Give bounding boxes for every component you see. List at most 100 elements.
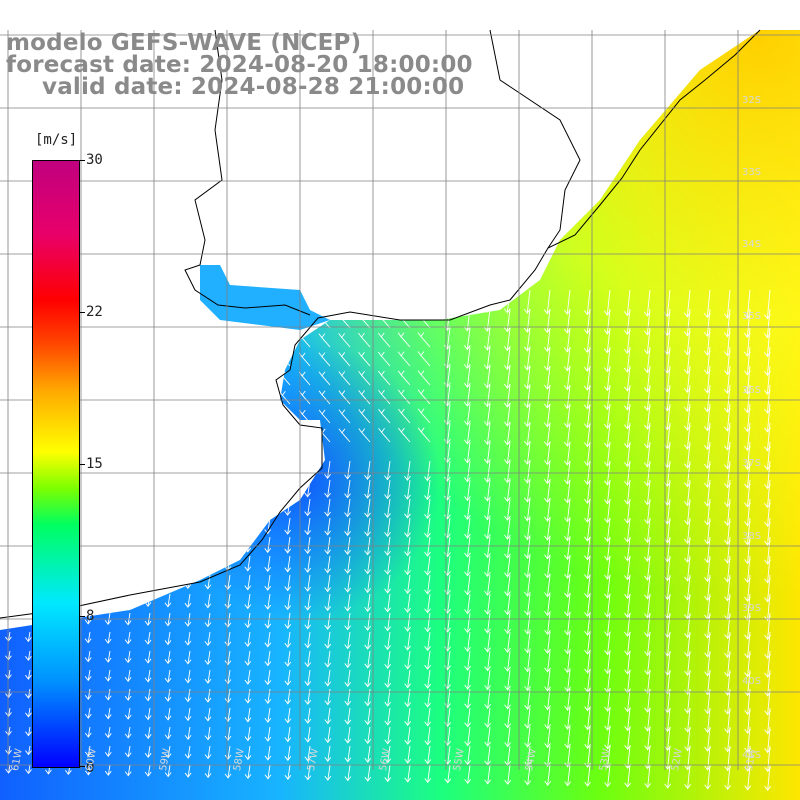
wind-arrow — [527, 764, 531, 785]
wind-arrow-head — [357, 275, 365, 281]
wind-arrow — [123, 301, 131, 310]
wind-arrow-head — [484, 496, 491, 502]
wind-arrow-head — [464, 514, 471, 520]
wind-arrow — [646, 308, 651, 335]
wind-arrow — [647, 669, 651, 694]
wind-arrow-head — [304, 662, 312, 668]
colorbar-tick-line — [79, 766, 85, 767]
wind-arrow-head — [338, 314, 345, 320]
wind-arrow-head — [140, 316, 147, 322]
wind-arrow — [407, 498, 411, 518]
wind-arrow — [307, 498, 311, 516]
wind-arrow-head — [364, 776, 372, 782]
wind-arrow — [546, 365, 551, 390]
wind-arrow-head — [417, 370, 425, 376]
model-title: modelo GEFS-WAVE (NCEP) — [6, 30, 362, 56]
wind-arrow — [307, 650, 311, 667]
wind-arrow — [767, 669, 771, 696]
wind-arrow — [287, 479, 291, 497]
wind-arrow-head — [140, 373, 148, 379]
wind-arrow — [546, 460, 551, 484]
wind-arrow — [486, 365, 491, 388]
wind-arrow — [687, 536, 691, 563]
wind-arrow — [361, 413, 371, 424]
wind-arrow — [227, 650, 231, 665]
wind-arrow-head — [584, 725, 591, 731]
wind-arrow — [162, 300, 171, 310]
wind-arrow-head — [544, 497, 551, 503]
wind-arrow — [527, 669, 531, 691]
wind-arrow — [327, 593, 331, 611]
wind-arrow-head — [84, 638, 92, 644]
wind-arrow — [487, 764, 491, 784]
wind-arrow — [626, 346, 631, 373]
wind-arrow — [607, 574, 611, 598]
wind-arrow — [127, 707, 131, 720]
wind-arrow-head — [25, 712, 32, 718]
wind-arrow — [287, 764, 291, 780]
wind-arrow — [766, 289, 771, 319]
wind-arrow-head — [264, 699, 272, 705]
wind-arrow-head — [5, 712, 12, 718]
wind-arrow — [547, 726, 551, 748]
wind-arrow-head — [384, 645, 392, 651]
wind-arrow — [607, 612, 611, 636]
wind-arrow-head — [464, 533, 471, 539]
wind-arrow — [606, 365, 611, 391]
wind-arrow-head — [264, 510, 272, 516]
wind-arrow — [586, 403, 591, 428]
wind-arrow-head — [120, 430, 128, 436]
wind-arrow — [407, 669, 411, 688]
wind-arrow — [467, 631, 471, 652]
wind-arrow-head — [224, 735, 232, 741]
wind-arrow — [307, 631, 311, 648]
wind-arrow — [506, 384, 511, 408]
wind-arrow — [487, 726, 491, 747]
wind-arrow-head — [424, 646, 431, 652]
wind-arrow-head — [124, 695, 132, 701]
wind-arrow — [647, 726, 651, 750]
wind-arrow-head — [358, 351, 365, 357]
wind-arrow — [267, 593, 271, 610]
wind-arrow — [287, 688, 291, 704]
wind-arrow — [147, 688, 151, 701]
wind-arrow — [447, 517, 451, 538]
wind-arrow-head — [504, 610, 511, 616]
wind-arrow — [367, 555, 371, 574]
wind-arrow — [147, 555, 151, 569]
wind-arrow — [420, 336, 431, 348]
wind-arrow — [143, 434, 151, 443]
wind-arrow-head — [444, 778, 452, 784]
wind-arrow-head — [284, 680, 292, 686]
wind-arrow-head — [219, 372, 227, 378]
wind-arrow — [606, 346, 611, 372]
wind-arrow — [727, 479, 731, 507]
wind-arrow — [287, 612, 291, 629]
wind-arrow-head — [65, 770, 72, 776]
wind-arrow-head — [184, 640, 192, 646]
wind-arrow — [607, 726, 611, 749]
wind-arrow-head — [164, 508, 172, 514]
wind-arrow — [607, 631, 611, 655]
wind-arrow-head — [443, 363, 451, 369]
wind-arrow-head — [378, 428, 385, 434]
wind-arrow-head — [259, 372, 266, 378]
wind-arrow-head — [404, 664, 412, 670]
wind-arrow — [123, 415, 131, 424]
wind-arrow-head — [184, 602, 192, 608]
wind-arrow-head — [344, 681, 352, 687]
wind-arrow — [727, 536, 731, 563]
wind-arrow — [567, 745, 571, 767]
wind-arrow — [666, 384, 671, 411]
wind-arrow-head — [417, 408, 425, 414]
wind-arrow-head — [144, 658, 152, 664]
wind-arrow-head — [259, 391, 266, 397]
wind-arrow — [646, 498, 651, 524]
wind-arrow — [686, 289, 691, 317]
wind-arrow-head — [504, 534, 511, 540]
wind-arrow — [667, 726, 671, 751]
wind-arrow — [686, 365, 691, 393]
wind-arrow-head — [344, 757, 352, 763]
wind-arrow — [547, 574, 551, 597]
wind-arrow — [427, 498, 431, 519]
